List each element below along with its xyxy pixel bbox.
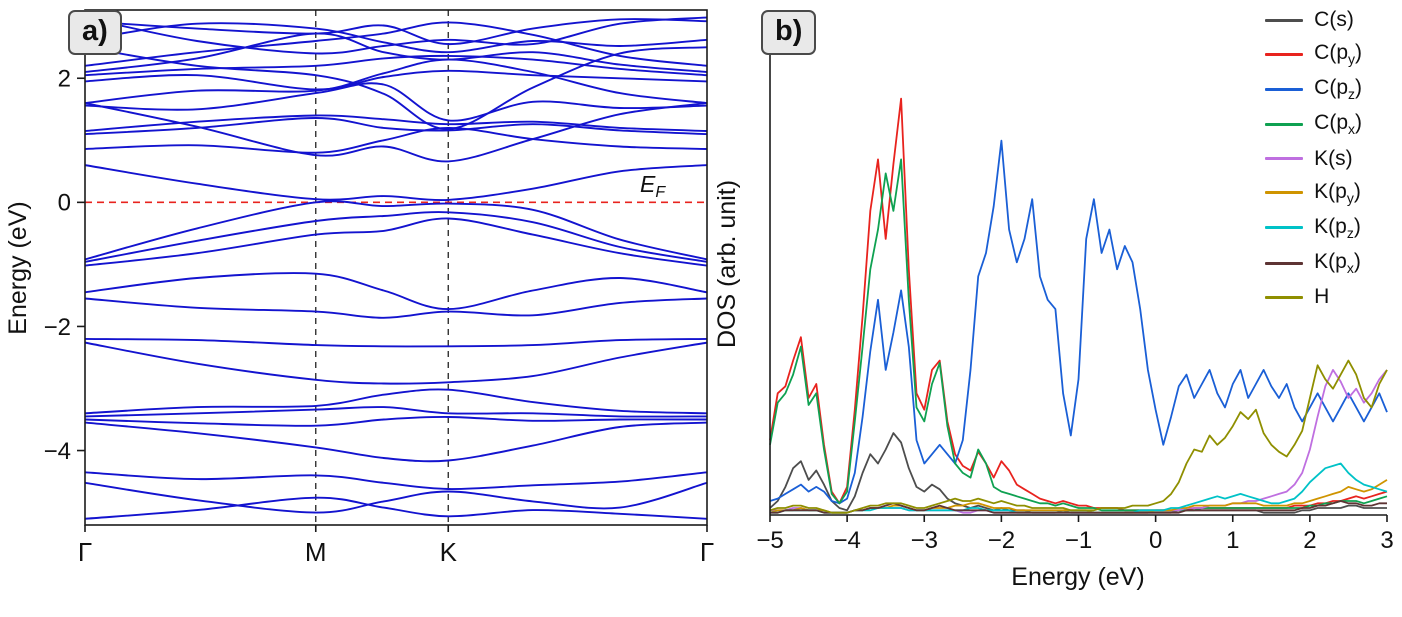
band-curve	[85, 496, 707, 520]
fermi-level-label: EF	[640, 171, 666, 201]
x-tick-label: 0	[1149, 527, 1162, 554]
band-curve	[85, 416, 707, 427]
band-curve	[85, 114, 707, 132]
legend-label: C(py)	[1314, 41, 1362, 68]
k-point-label: Γ	[700, 537, 714, 567]
band-curve	[85, 297, 707, 319]
y-tick-label: −2	[44, 314, 71, 341]
band-curve	[85, 46, 707, 131]
legend-line-swatch	[1265, 157, 1304, 161]
band-structure-panel: 2 0 −2 −4 Γ M K Γ Energy (eV) EF a)	[4, 9, 714, 567]
band-curve	[85, 406, 707, 418]
legend-label: K(py)	[1314, 179, 1361, 206]
band-curve	[85, 200, 707, 261]
dos-axis-label: DOS (arb. unit)	[715, 180, 741, 348]
k-point-label: K	[440, 537, 458, 567]
legend-item-0: C(s)	[1265, 8, 1362, 32]
legend-item-2: C(pz)	[1265, 76, 1362, 102]
band-curve	[85, 481, 707, 514]
energy-ev-axis-label: Energy (eV)	[1011, 563, 1144, 591]
y-tick-label: 0	[58, 190, 71, 217]
legend-item-8: H	[1265, 285, 1362, 309]
x-tick-label: −1	[1065, 527, 1092, 554]
dos-curve-2	[769, 139, 1388, 505]
energy-axis-label: Energy (eV)	[4, 201, 32, 334]
k-point-label: M	[305, 537, 327, 567]
band-curve	[85, 126, 707, 154]
band-curve	[85, 32, 707, 73]
dos-legend: C(s) C(py) C(pz) C(px) K(s) K(py) K(pz) K(px) H	[1265, 8, 1362, 309]
legend-line-swatch	[1265, 18, 1304, 22]
dos-panel: −5 −4 −3 −2 −1 0 1 2 3 DOS (arb. unit) Energy (e…	[715, 0, 1402, 617]
band-curve	[85, 54, 707, 77]
dos-curve-4	[770, 369, 1388, 514]
legend-item-6: K(pz)	[1265, 215, 1362, 241]
band-curve	[85, 217, 707, 267]
legend-item-3: C(px)	[1265, 111, 1362, 138]
plot-frame	[84, 9, 708, 526]
legend-label: H	[1314, 285, 1330, 309]
x-tick-label: −2	[988, 527, 1015, 554]
legend-label: K(pz)	[1314, 214, 1361, 241]
legend-item-1: C(py)	[1265, 41, 1362, 67]
legend-label: C(s)	[1314, 8, 1354, 31]
band-curve	[85, 69, 707, 91]
band-curve	[85, 164, 707, 202]
band-curve	[85, 117, 707, 136]
legend-line-swatch	[1265, 52, 1304, 56]
legend-line-swatch	[1265, 87, 1304, 91]
x-tick-label: −3	[911, 527, 938, 554]
panel-label-a: a)	[68, 10, 122, 56]
band-curve	[85, 22, 707, 54]
legend-item-5: K(py)	[1265, 180, 1362, 206]
legend-line-swatch	[1265, 122, 1304, 126]
band-curve	[85, 16, 707, 55]
panel-label-b: b)	[761, 10, 817, 56]
legend-label: C(px)	[1314, 111, 1362, 138]
legend-line-swatch	[1265, 226, 1304, 230]
legend-line-swatch	[1265, 295, 1304, 299]
legend-line-swatch	[1265, 261, 1304, 265]
band-curve	[85, 421, 707, 463]
x-tick-label: −4	[833, 527, 860, 554]
y-tick-label: 2	[58, 66, 71, 93]
band-curve	[85, 58, 707, 105]
band-curve	[85, 272, 707, 311]
y-tick-label: −4	[44, 438, 71, 465]
band-curve	[85, 388, 707, 415]
band-curve	[85, 211, 707, 263]
legend-item-4: K(s)	[1265, 147, 1362, 171]
legend-label: C(pz)	[1314, 76, 1362, 103]
legend-label: K(px)	[1314, 249, 1361, 277]
band-curve	[85, 102, 707, 163]
band-structure-plot: 2 0 −2 −4 Γ M K Γ Energy (eV) EF	[4, 9, 714, 567]
x-tick-label: 1	[1226, 527, 1239, 554]
band-curve	[85, 18, 707, 46]
legend-item-7: K(px)	[1265, 250, 1362, 276]
x-tick-label: −5	[756, 527, 783, 554]
x-tick-label: 2	[1303, 527, 1316, 554]
band-curve	[85, 337, 707, 348]
band-curve	[85, 82, 707, 122]
dos-plot: −5 −4 −3 −2 −1 0 1 2 3 DOS (arb. unit) Energy (e…	[715, 12, 1394, 591]
dos-curve-8	[769, 359, 1388, 514]
legend-label: K(s)	[1314, 146, 1353, 170]
band-curve	[85, 471, 707, 490]
band-curve	[85, 341, 707, 385]
band-curve	[85, 21, 707, 67]
k-point-label: Γ	[78, 537, 92, 567]
x-tick-label: 3	[1380, 527, 1393, 554]
legend-line-swatch	[1265, 191, 1304, 195]
dos-curve-7	[770, 500, 1387, 514]
dos-curve-3	[769, 158, 1388, 512]
